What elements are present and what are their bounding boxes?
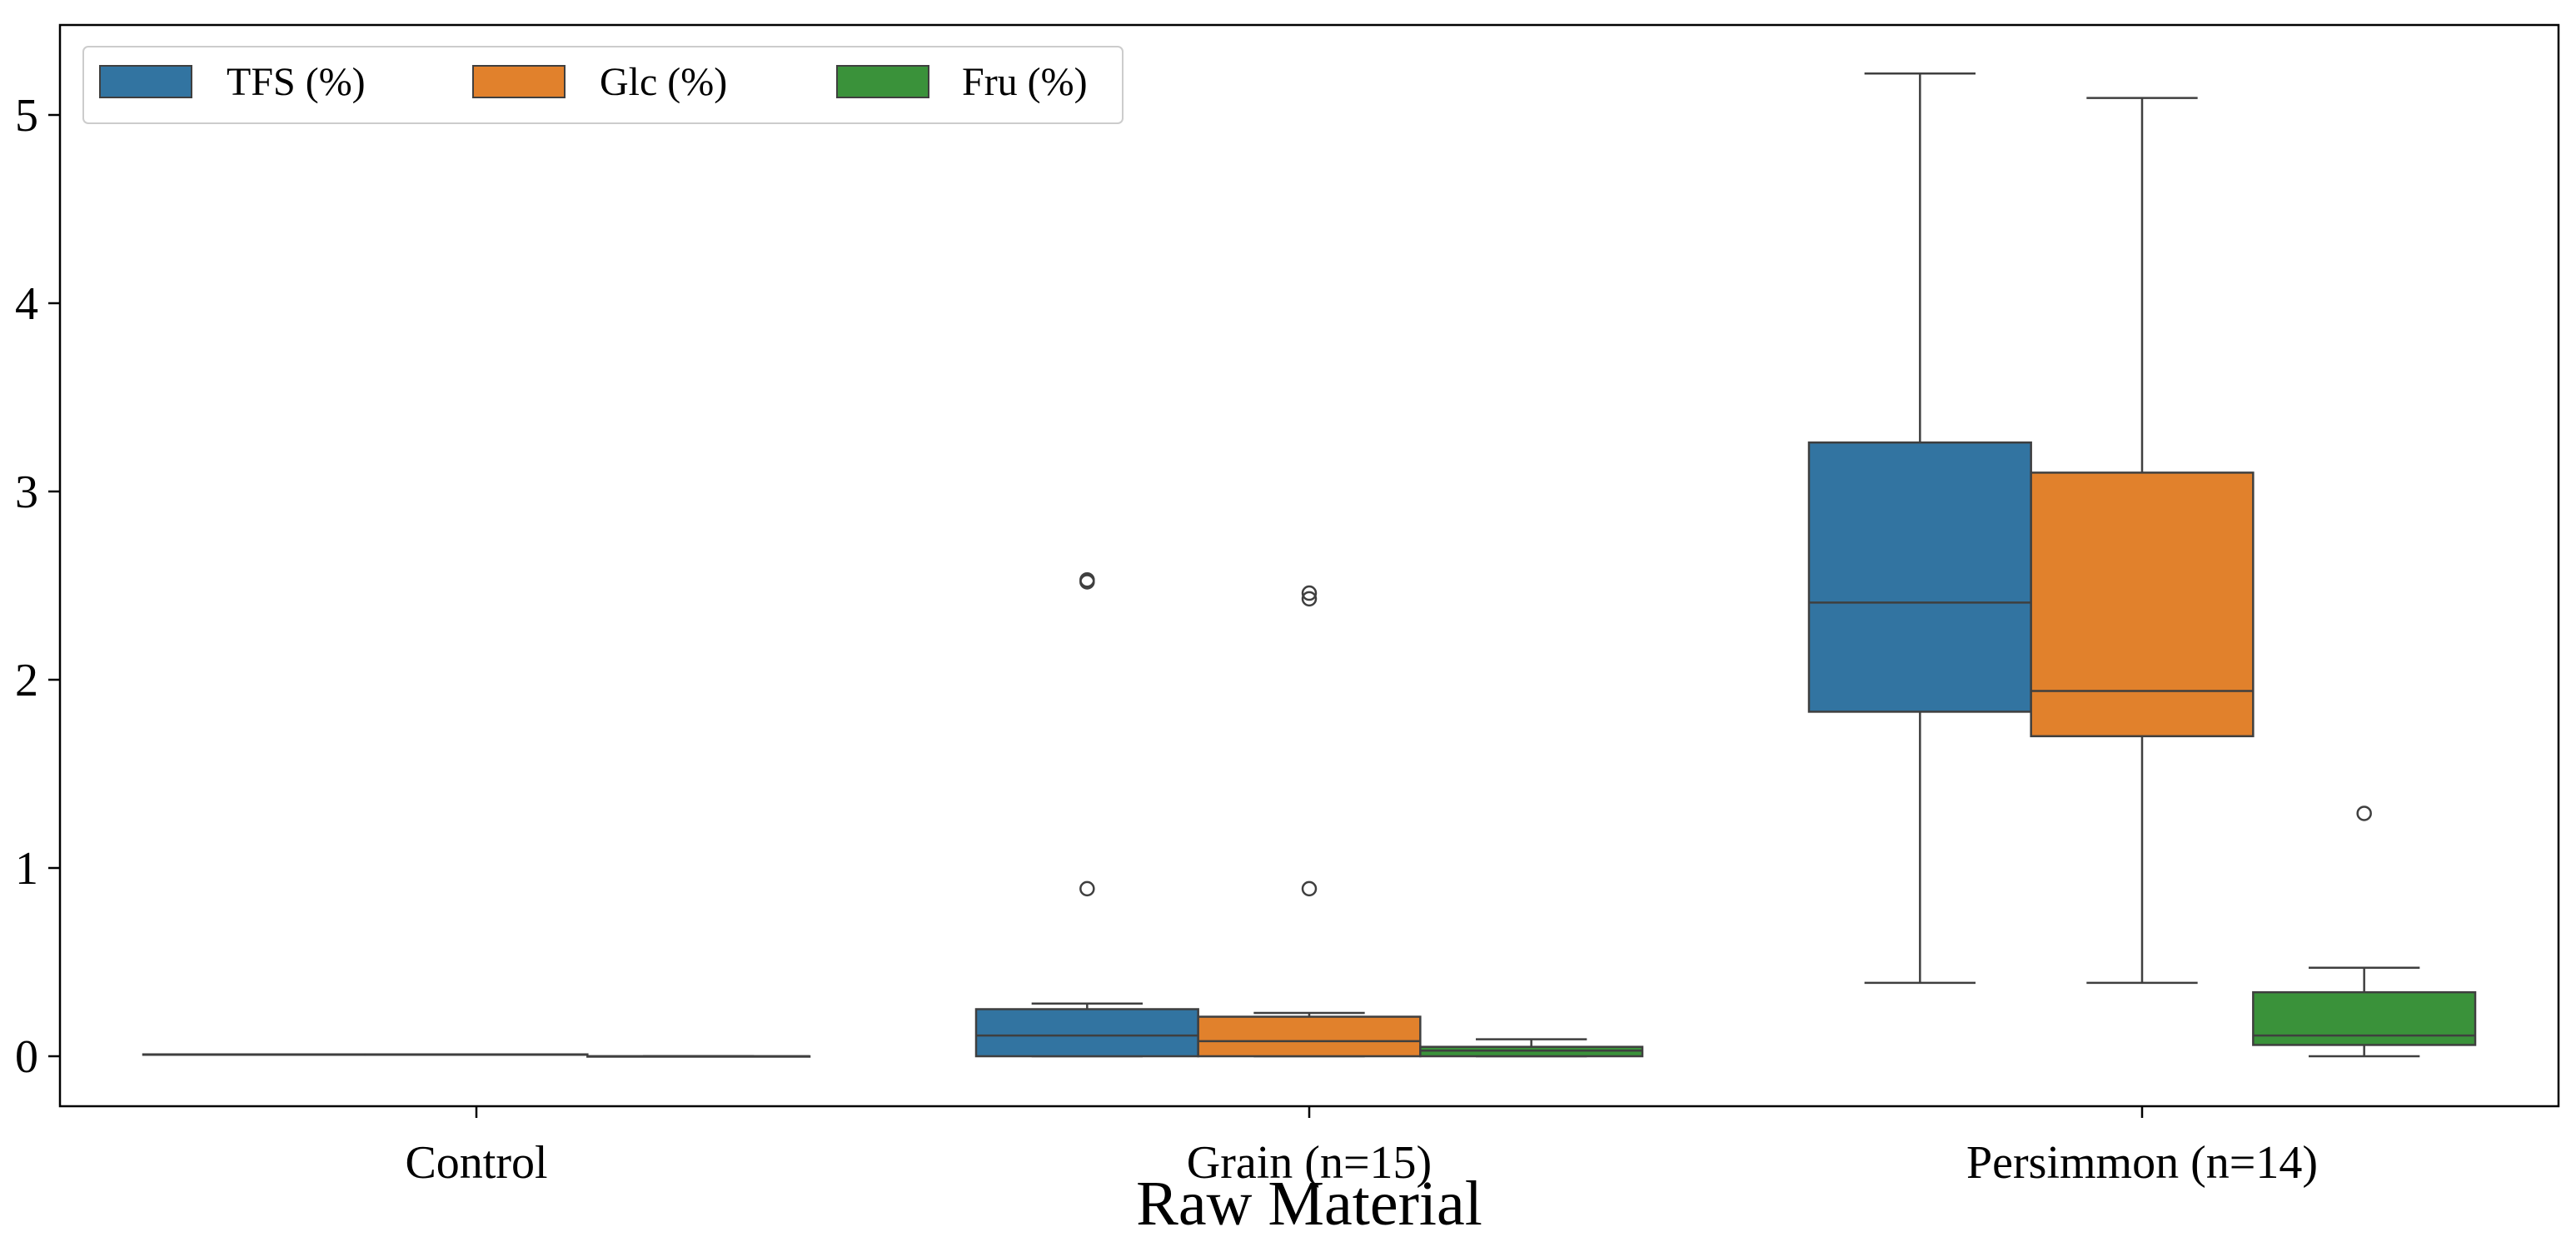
y-tick-label: 2 — [15, 655, 38, 706]
box — [974, 1008, 1199, 1058]
outlier-point — [1301, 880, 1318, 897]
legend-label-fru: Fru (%) — [962, 60, 1088, 104]
outlier-point — [1079, 571, 1095, 588]
legend-swatch-tfs — [99, 65, 192, 98]
legend-label-tfs: TFS (%) — [227, 60, 366, 104]
x-tick-label: Grain (n=15) — [1187, 1137, 1432, 1189]
box — [2030, 471, 2255, 738]
x-axis-title: Raw Material — [1136, 1169, 1482, 1239]
legend-label-glc: Glc (%) — [600, 60, 727, 104]
y-tick-label: 3 — [15, 466, 38, 518]
y-tick-label: 5 — [15, 90, 38, 142]
legend-swatch-glc — [472, 65, 566, 98]
boxes — [142, 72, 2477, 1058]
outlier-point — [1301, 591, 1318, 607]
y-tick-label: 0 — [15, 1031, 38, 1083]
x-axis: Control Grain (n=15) Persimmon (n=14) — [405, 1106, 2318, 1189]
legend: TFS (%) Glc (%) Fru (%) — [82, 46, 1124, 124]
x-tick-label: Persimmon (n=14) — [1966, 1137, 2318, 1189]
y-tick-label: 1 — [15, 843, 38, 895]
outlier-point — [1301, 585, 1318, 601]
outlier-point — [2356, 806, 2372, 821]
outlier-point — [1079, 880, 1095, 897]
box — [2252, 990, 2477, 1046]
box — [1807, 441, 2032, 713]
x-tick-label: Control — [405, 1137, 547, 1189]
y-axis: 0 1 2 3 4 5 — [15, 90, 60, 1083]
y-tick-label: 4 — [15, 278, 38, 330]
legend-swatch-fru — [836, 65, 929, 98]
box — [1197, 1015, 1422, 1058]
